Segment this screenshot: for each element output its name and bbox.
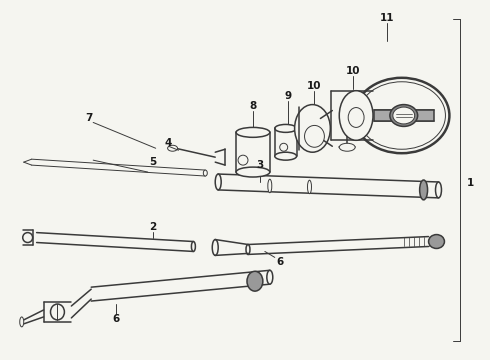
Text: 6: 6 bbox=[276, 257, 283, 267]
Text: 1: 1 bbox=[466, 178, 474, 188]
Text: 3: 3 bbox=[256, 160, 264, 170]
Ellipse shape bbox=[236, 167, 270, 177]
Ellipse shape bbox=[50, 304, 64, 320]
Ellipse shape bbox=[339, 143, 355, 151]
Text: 9: 9 bbox=[284, 91, 291, 101]
Text: 10: 10 bbox=[346, 66, 361, 76]
Ellipse shape bbox=[212, 239, 218, 255]
Ellipse shape bbox=[203, 170, 207, 176]
Ellipse shape bbox=[215, 174, 221, 190]
Text: 2: 2 bbox=[149, 222, 156, 231]
Ellipse shape bbox=[305, 125, 324, 147]
Text: 6: 6 bbox=[112, 314, 120, 324]
Bar bbox=[374, 109, 434, 121]
Ellipse shape bbox=[168, 145, 177, 151]
Text: 11: 11 bbox=[380, 13, 394, 23]
Text: 5: 5 bbox=[149, 157, 156, 167]
Text: 10: 10 bbox=[307, 81, 322, 91]
Ellipse shape bbox=[275, 152, 296, 160]
Ellipse shape bbox=[192, 242, 196, 251]
Ellipse shape bbox=[436, 182, 441, 198]
Ellipse shape bbox=[280, 143, 288, 151]
Text: 7: 7 bbox=[86, 113, 93, 123]
Ellipse shape bbox=[308, 180, 312, 194]
Ellipse shape bbox=[238, 155, 248, 165]
Ellipse shape bbox=[429, 235, 444, 248]
Ellipse shape bbox=[358, 82, 445, 149]
Ellipse shape bbox=[390, 105, 417, 126]
Text: 8: 8 bbox=[249, 100, 257, 111]
Ellipse shape bbox=[267, 270, 273, 284]
Text: 4: 4 bbox=[165, 138, 172, 148]
Ellipse shape bbox=[275, 125, 296, 132]
Ellipse shape bbox=[246, 244, 250, 255]
Ellipse shape bbox=[339, 91, 373, 140]
Ellipse shape bbox=[268, 179, 272, 193]
Ellipse shape bbox=[23, 233, 33, 243]
Ellipse shape bbox=[236, 127, 270, 137]
Ellipse shape bbox=[247, 271, 263, 291]
Ellipse shape bbox=[348, 108, 364, 127]
Ellipse shape bbox=[294, 105, 330, 152]
Ellipse shape bbox=[419, 180, 428, 200]
Ellipse shape bbox=[393, 107, 415, 124]
Ellipse shape bbox=[20, 317, 24, 327]
